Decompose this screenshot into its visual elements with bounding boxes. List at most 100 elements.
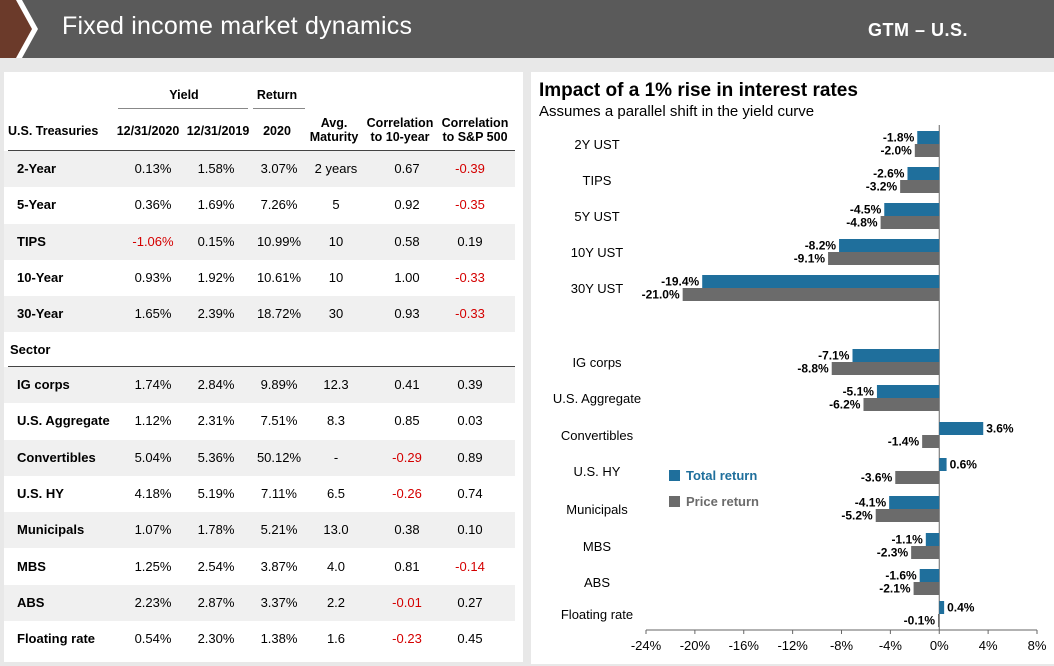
cell-ret: 1.38%: [260, 631, 298, 647]
cell-y2019: 1.69%: [197, 197, 235, 213]
cell-y2019: 5.36%: [197, 449, 235, 465]
cell-mat: 2.2: [326, 594, 346, 610]
total-return-bar: [839, 239, 940, 252]
category-label: 30Y UST: [571, 281, 624, 296]
col-header-name: U.S. Treasuries: [8, 124, 99, 138]
x-tick-label: -20%: [680, 638, 711, 653]
cell-ret: 3.87%: [260, 558, 298, 574]
total-return-label: -19.4%: [661, 275, 699, 289]
cell-ret: 50.12%: [256, 449, 302, 465]
cell-c10: -0.29: [392, 449, 422, 465]
row-label: 10-Year: [17, 269, 64, 285]
category-label: TIPS: [583, 173, 612, 188]
total-return-label: 0.6%: [950, 458, 978, 472]
total-return-bar: [852, 349, 940, 362]
cell-y2019: 2.54%: [197, 558, 235, 574]
category-label: U.S. HY: [574, 464, 621, 479]
x-tick-label: 0%: [930, 638, 949, 653]
price-return-label: -0.1%: [904, 614, 936, 628]
table-row: MBS 1.25% 2.54% 3.87% 4.0 0.81 -0.14: [4, 549, 515, 585]
header-bar: Fixed income market dynamics GTM – U.S.: [0, 0, 1054, 58]
table-row: 10-Year 0.93% 1.92% 10.61% 10 1.00 -0.33: [4, 260, 515, 296]
row-label: MBS: [17, 558, 46, 574]
total-return-bar: [939, 422, 984, 435]
price-return-bar: [911, 546, 940, 559]
cell-y2019: 1.92%: [197, 269, 235, 285]
price-return-bar: [922, 435, 940, 448]
col-header-corr-sp500: Correlation to S&P 500: [441, 116, 509, 144]
cell-y2019: 1.78%: [197, 522, 235, 538]
cell-ret: 18.72%: [256, 306, 302, 322]
price-return-label: -2.3%: [877, 546, 909, 560]
cell-ret: 10.61%: [256, 269, 302, 285]
price-return-label: -1.4%: [888, 435, 920, 449]
cell-y2019: 5.19%: [197, 485, 235, 501]
price-return-bar: [682, 288, 940, 301]
cell-y2020: 1.74%: [134, 377, 172, 392]
cell-mat: 13.0: [323, 522, 349, 538]
price-return-bar: [828, 252, 940, 265]
total-return-label: -5.1%: [843, 385, 875, 399]
total-return-bar: [939, 601, 945, 614]
yield-group-rule: [118, 108, 248, 109]
cell-csp: 0.19: [457, 233, 483, 249]
row-label: Convertibles: [17, 449, 96, 465]
cell-y2020: 1.25%: [134, 558, 172, 574]
cell-y2019: 2.84%: [197, 377, 235, 392]
region-tag: GTM – U.S.: [867, 20, 968, 40]
total-return-bar: [884, 203, 940, 216]
bar-chart: -24% -20% -16% -12% -8% -4% 0% 4% 8%2Y UST -1.8%-…: [553, 125, 1047, 653]
cell-ret: 10.99%: [256, 233, 302, 249]
return-group-header: Return: [256, 88, 298, 102]
price-return-label: -3.6%: [861, 471, 893, 485]
cell-mat: 10: [328, 269, 344, 285]
cell-mat: 6.5: [326, 485, 346, 501]
cell-y2019: 2.39%: [197, 306, 235, 322]
cell-mat: 1.6: [326, 631, 346, 647]
cell-y2020: 4.18%: [134, 485, 172, 501]
cell-c10: 0.38: [394, 522, 420, 538]
table-row: TIPS -1.06% 0.15% 10.99% 10 0.58 0.19: [4, 223, 515, 260]
cell-csp: 0.74: [457, 485, 483, 501]
x-tick-label: -16%: [729, 638, 760, 653]
cell-csp: 0.45: [457, 631, 483, 647]
row-label: Municipals: [17, 522, 85, 538]
cell-ret: 3.37%: [260, 594, 298, 610]
cell-mat: 12.3: [323, 377, 349, 392]
cell-c10: -0.26: [392, 485, 422, 501]
cell-y2020: -1.06%: [132, 233, 174, 249]
total-return-bar: [889, 496, 940, 509]
row-label: 5-Year: [17, 197, 57, 213]
cell-y2020: 1.65%: [134, 306, 172, 322]
total-return-label: -1.8%: [883, 131, 915, 145]
total-return-bar: [939, 458, 947, 471]
cell-ret: 7.51%: [260, 413, 298, 429]
total-return-label: -1.1%: [891, 533, 923, 547]
table-row: Floating rate 0.54% 2.30% 1.38% 1.6 -0.23 0.45: [4, 621, 515, 657]
legend-swatch-price: [669, 496, 680, 507]
row-label: U.S. Aggregate: [17, 413, 110, 429]
price-return-bar: [831, 362, 940, 375]
category-label: U.S. Aggregate: [553, 391, 641, 406]
row-label: TIPS: [17, 233, 46, 249]
total-return-bar: [907, 167, 940, 180]
price-return-bar: [875, 509, 940, 522]
chart-title: Impact of a 1% rise in interest rates: [539, 80, 858, 101]
cell-c10: 0.58: [394, 233, 420, 249]
header-rule: [8, 150, 515, 151]
chevron-icon: [0, 0, 38, 58]
total-return-label: -1.6%: [885, 569, 917, 583]
col-header-yield-2020: 12/31/2020: [116, 124, 180, 138]
cell-c10: 0.92: [394, 197, 420, 213]
page-title: Fixed income market dynamics: [62, 12, 413, 40]
cell-c10: -0.01: [392, 594, 422, 610]
row-label: 30-Year: [17, 306, 64, 322]
table-row: 30-Year 1.65% 2.39% 18.72% 30 0.93 -0.33: [4, 296, 515, 333]
table-row: IG corps 1.74% 2.84% 9.89% 12.3 0.41 0.39: [4, 367, 515, 403]
return-group-rule: [253, 108, 305, 109]
price-return-label: -21.0%: [642, 288, 680, 302]
row-label: Floating rate: [17, 631, 96, 647]
col-header-return: 2020: [263, 124, 291, 138]
price-return-bar: [863, 398, 940, 411]
row-label: U.S. HY: [17, 485, 64, 501]
